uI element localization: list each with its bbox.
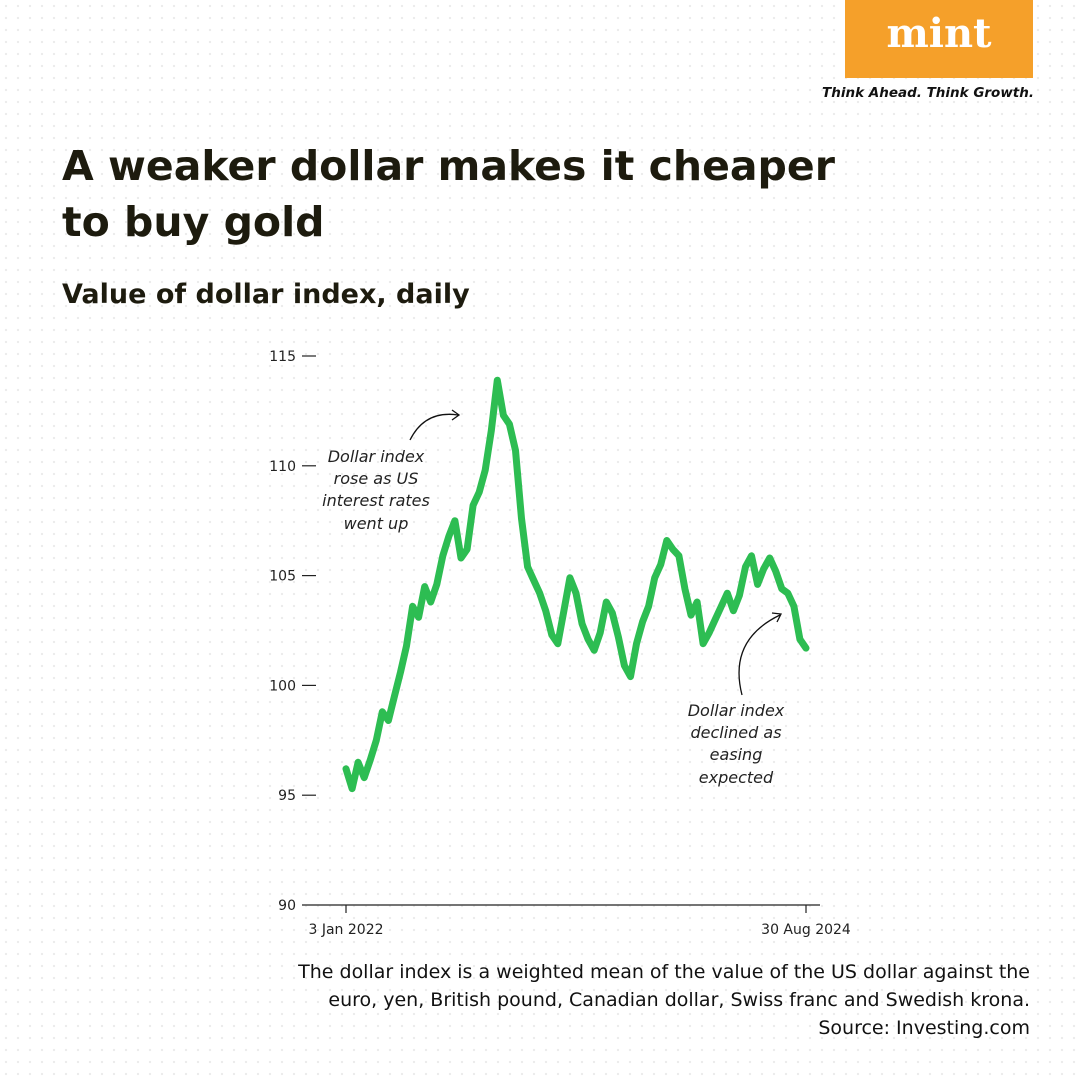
annotation: Dollar index [328, 447, 425, 466]
logo-box [845, 0, 1033, 78]
annotation-arrow [738, 614, 781, 696]
logo: mint [886, 10, 992, 57]
chart-subtitle: Value of dollar index, daily [62, 279, 470, 310]
annotation: expected [699, 768, 774, 787]
y-tick-label: 90 [278, 898, 296, 914]
x-tick-label: 30 Aug 2024 [761, 922, 851, 938]
y-tick-label: 110 [269, 459, 296, 475]
annotation: Dollar index [688, 701, 785, 720]
chart-title: to buy gold [62, 198, 325, 246]
annotation: rose as US [334, 469, 419, 488]
annotation-arrow [451, 409, 461, 421]
y-tick-label: 115 [269, 349, 296, 365]
x-tick-label: 3 Jan 2022 [308, 922, 383, 938]
annotation: declined as [690, 723, 781, 742]
annotation: went up [344, 514, 409, 533]
annotation: interest rates [322, 491, 430, 510]
y-tick-label: 100 [269, 678, 296, 694]
y-tick-label: 95 [278, 788, 296, 804]
annotation-arrow [409, 413, 459, 441]
annotation-arrow [771, 612, 782, 623]
source: Source: Investing.com [818, 1017, 1030, 1039]
y-tick-label: 105 [269, 569, 296, 585]
annotation: easing [710, 745, 763, 764]
footnote: euro, yen, British pound, Canadian dolla… [328, 989, 1030, 1011]
chart-title: A weaker dollar makes it cheaper [62, 142, 836, 190]
tagline: Think Ahead. Think Growth. [822, 85, 1034, 101]
footnote: The dollar index is a weighted mean of t… [297, 961, 1030, 983]
data-line [342, 376, 810, 793]
